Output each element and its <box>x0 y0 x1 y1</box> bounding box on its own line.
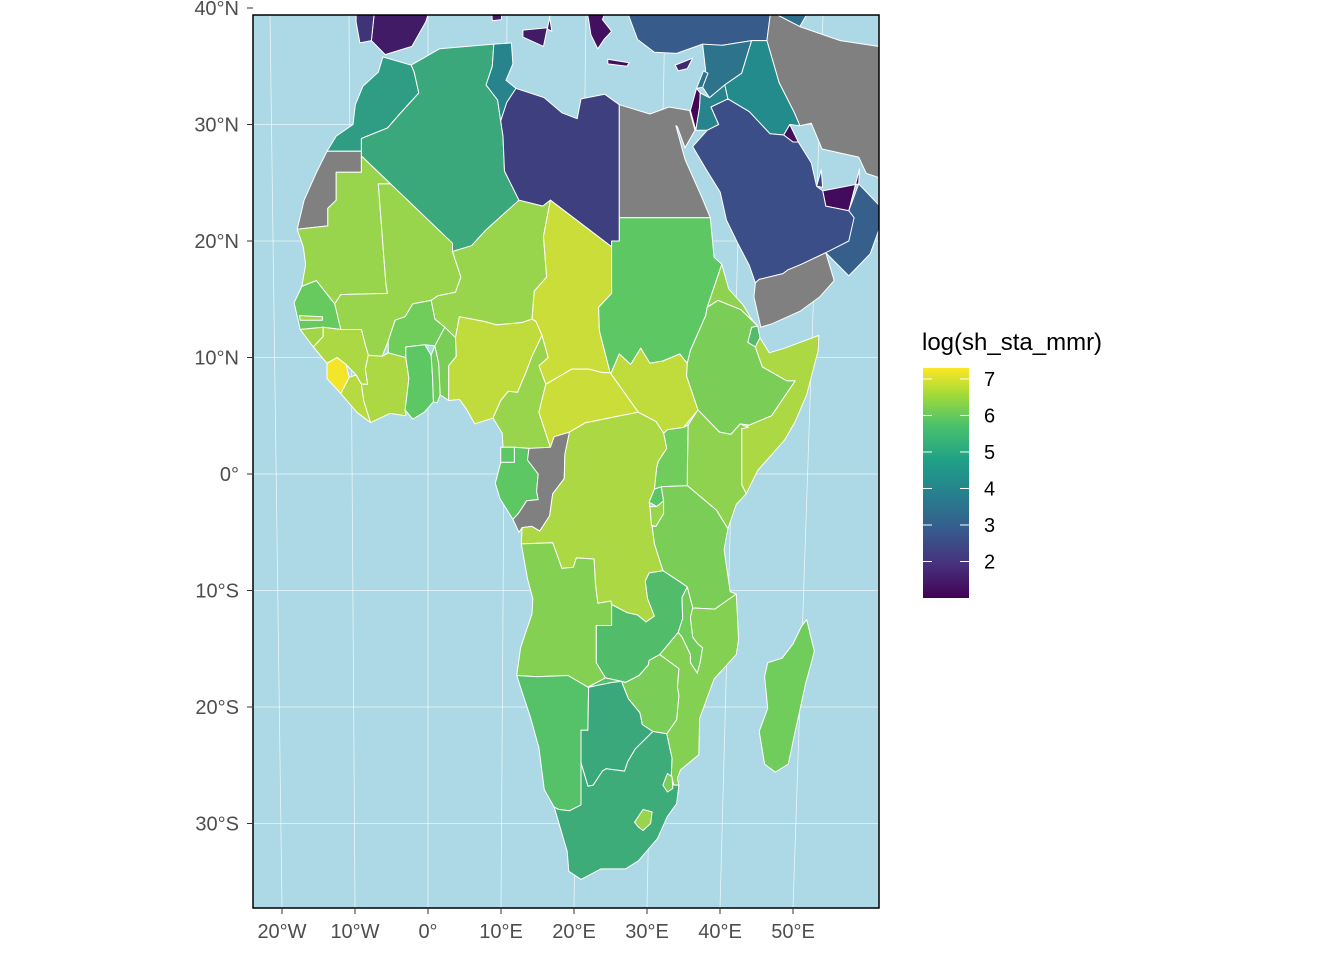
country-lesotho <box>634 809 653 831</box>
country-greece <box>587 15 613 50</box>
country-gambia <box>299 315 323 321</box>
lat-tick-label: 20°S <box>195 697 239 719</box>
country-cyprus <box>674 57 694 72</box>
lat-tick-label: 0° <box>220 464 239 486</box>
legend-colorbar <box>923 368 969 598</box>
legend-label: 7 <box>984 369 995 391</box>
legend-ticks: 7 6 5 4 3 2 <box>923 369 995 573</box>
lon-tick-label: 30°E <box>625 921 669 943</box>
legend-title: log(sh_sta_mmr) <box>922 329 1102 356</box>
lon-tick-label: 20°W <box>257 921 306 943</box>
country-lebanon <box>696 70 709 89</box>
panel-frame <box>252 14 880 909</box>
country-madagascar <box>758 619 815 773</box>
legend-label: 4 <box>984 478 995 500</box>
lon-tick-label: 10°W <box>330 921 379 943</box>
country-portugal <box>355 15 375 44</box>
country-qatar <box>816 169 824 188</box>
latitude-axis: 40°N 30°N 20°N 10°N 0° 10°S 20°S 30°S <box>194 0 253 836</box>
country-sardinia <box>491 15 503 22</box>
lon-tick-label: 40°E <box>698 921 742 943</box>
lon-tick-label: 10°E <box>479 921 523 943</box>
meridian-line <box>792 15 824 908</box>
country-south-africa <box>553 731 680 880</box>
lat-tick-label: 40°N <box>194 0 239 20</box>
country-yemen <box>753 252 835 328</box>
country-sicily <box>522 27 548 47</box>
lon-tick-label: 20°E <box>552 921 596 943</box>
country-crete <box>607 58 630 67</box>
lon-tick-label: 0° <box>418 921 437 943</box>
lat-tick-label: 10°S <box>195 581 239 603</box>
country-eswatini <box>662 772 674 793</box>
legend-label: 3 <box>984 515 995 537</box>
country-caucasus <box>776 15 808 28</box>
meridian-line <box>269 15 283 908</box>
legend: log(sh_sta_mmr) 7 6 5 4 3 2 <box>922 329 1102 598</box>
country-equatorial-guinea <box>500 446 515 463</box>
legend-label: 6 <box>984 405 995 427</box>
country-spain <box>370 15 429 56</box>
lat-tick-label: 20°N <box>194 231 239 253</box>
lon-tick-label: 50°E <box>771 921 815 943</box>
map-panel <box>253 15 879 908</box>
country-ghana <box>404 344 434 420</box>
legend-label: 2 <box>984 551 995 573</box>
country-layer <box>293 15 879 880</box>
legend-label: 5 <box>984 442 995 464</box>
lat-tick-label: 10°N <box>194 348 239 370</box>
country-c-te-d-ivoire <box>360 352 410 424</box>
lat-tick-label: 30°N <box>194 115 239 137</box>
country-saudi-arabia <box>692 98 855 284</box>
longitude-axis: 20°W 10°W 0° 10°E 20°E 30°E 40°E 50°E <box>257 908 815 943</box>
lat-tick-label: 30°S <box>195 814 239 836</box>
